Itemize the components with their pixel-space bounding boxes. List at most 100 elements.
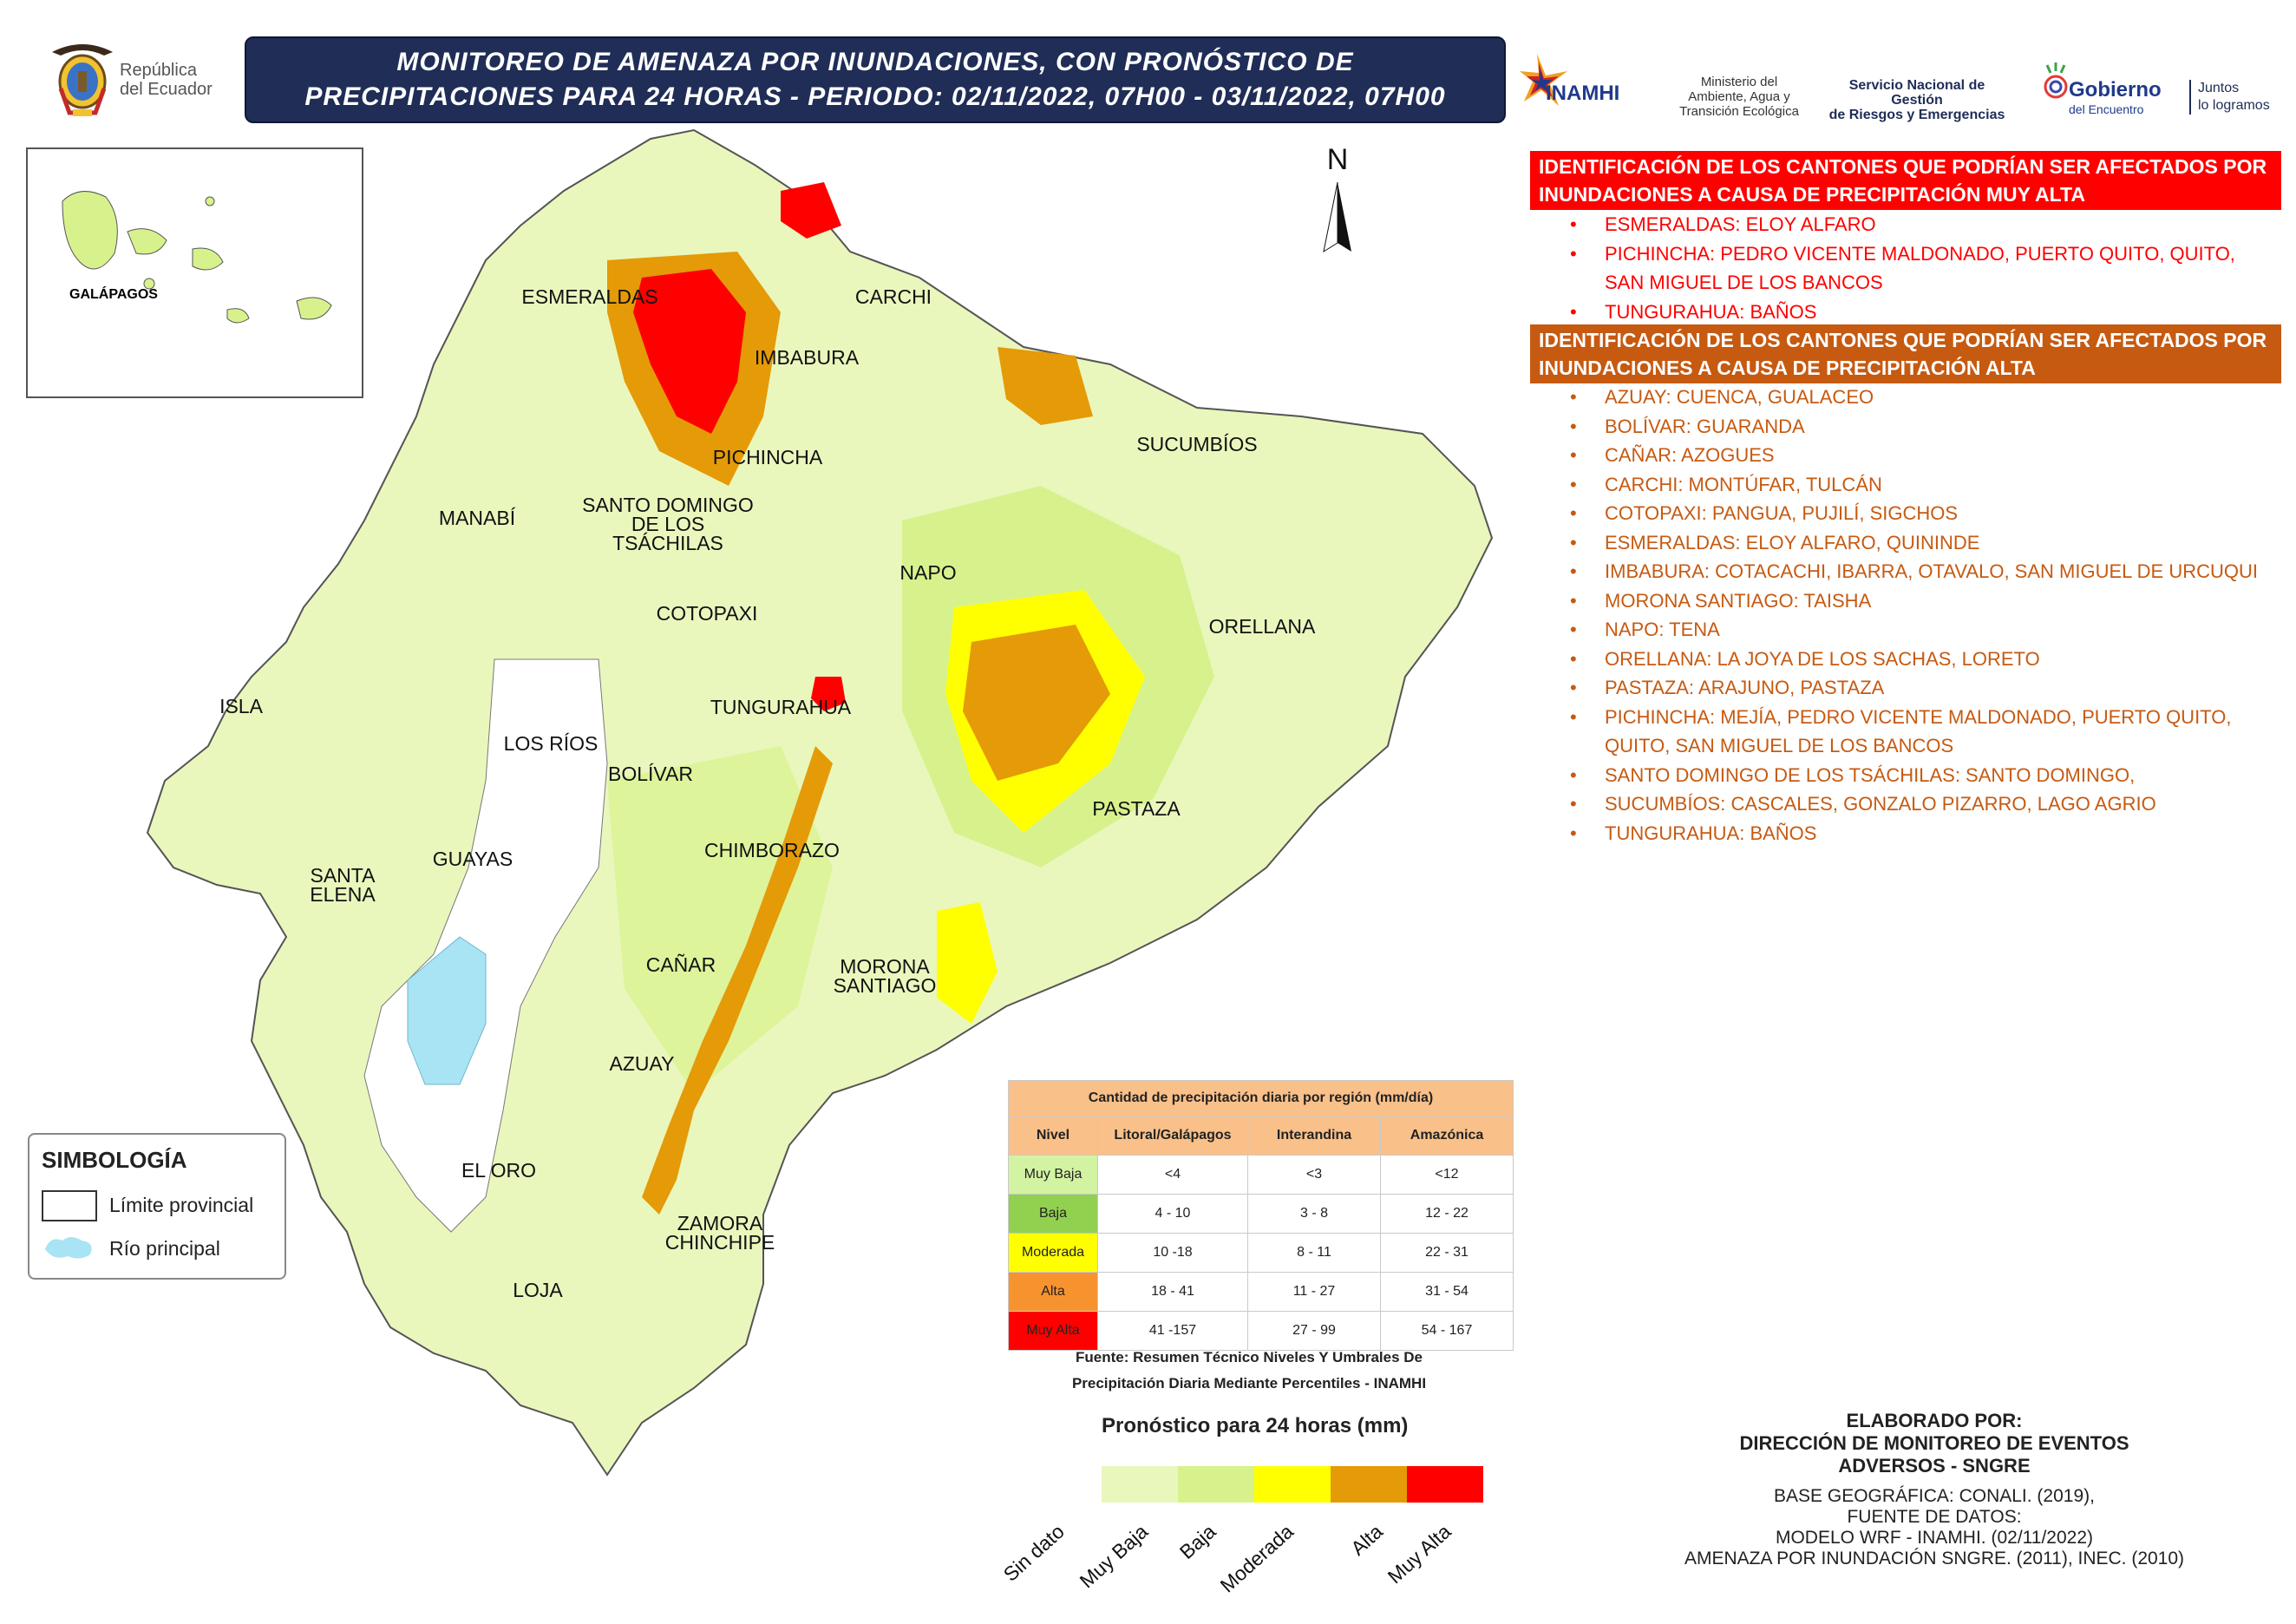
table-cell: 3 - 8 [1247,1194,1381,1234]
galapagos-inset: GALÁPAGOS [26,147,363,398]
province-label: MANABÍ [439,507,516,529]
legend-label: Moderada [1215,1520,1298,1597]
province-label: GUAYAS [433,848,513,870]
table-cell: 31 - 54 [1380,1272,1514,1312]
sngre-line2: de Riesgos y Emergencias [1828,108,2005,122]
baja-zone-2 [607,746,833,1093]
muy-alta-zone-tungurahua [811,677,846,711]
map-title-bar: MONITOREO DE AMENAZA POR INUNDACIONES, C… [245,36,1506,123]
province-label: MORONA [840,955,930,978]
province-label: NAPO [899,561,956,584]
ministerio-line2: Ambiente, Agua y [1688,89,1790,104]
north-label: N [1327,143,1349,176]
province-label: EL ORO [461,1159,536,1182]
list-item: ORELLANA: LA JOYA DE LOS SACHAS, LORETO [1570,645,2264,674]
list-item: CAÑAR: AZOGUES [1570,441,2264,470]
province-label: LOJA [513,1279,563,1301]
alta-zone-pastaza [963,625,1110,781]
legend-swatch-muy-alta [1407,1466,1483,1503]
legend-label: Sin dato [998,1520,1069,1586]
legend-swatch-alta [1331,1466,1407,1503]
list-item: NAPO: TENA [1570,615,2264,645]
republica-line1: República [120,61,197,80]
province-label: LOS RÍOS [504,732,599,755]
province-label: AZUAY [610,1052,675,1075]
data-sources: BASE GEOGRÁFICA: CONALI. (2019), FUENTE … [1613,1486,2255,1569]
province-label: IMBABURA [755,346,860,369]
list-item: PICHINCHA: MEJÍA, PEDRO VICENTE MALDONAD… [1570,703,2264,761]
level-cell: Moderada [1008,1233,1098,1273]
republica-line2: del Ecuador [120,80,213,99]
gobierno-logo-subtext: del Encuentro [2069,102,2144,116]
province-label: DE LOS [631,513,704,535]
gobierno-encuentro-logo-icon [2044,62,2068,99]
table-source: Fuente: Resumen Técnico Niveles Y Umbral… [998,1345,1501,1397]
legend-label: Baja [1174,1520,1220,1564]
muy-alta-zone-carchi [781,182,841,239]
ecuador-coat-of-arms-logo [52,44,113,116]
province-label: PASTAZA [1092,797,1181,820]
province-label: TUNGURAHUA [710,696,852,718]
table-title: Cantidad de precipitación diaria por reg… [1008,1080,1514,1116]
credit-head-line: DIRECCIÓN DE MONITOREO DE EVENTOS [1739,1432,2129,1454]
guayas-estuary [407,936,487,1085]
list-item: ESMERALDAS: ELOY ALFARO, QUININDE [1570,528,2264,558]
juntos-logo-text: Juntos lo logramos [2189,80,2270,115]
title-line1: MONITOREO DE AMENAZA POR INUNDACIONES, C… [396,48,1354,76]
credit-line: MODELO WRF - INAMHI. (02/11/2022) [1775,1528,2094,1548]
list-item: SANTO DOMINGO DE LOS TSÁCHILAS: SANTO DO… [1570,761,2264,790]
list-item: PASTAZA: ARAJUNO, PASTAZA [1570,673,2264,703]
province-label: SANTO DOMINGO [582,494,754,516]
sngre-logo-text: Servicio Nacional de Gestión de Riesgos … [1822,78,2012,122]
table-cell: 11 - 27 [1247,1272,1381,1312]
province-label: BOLÍVAR [608,763,693,785]
list-item: ESMERALDAS: ELOY ALFARO [1570,210,2264,239]
list-item: BOLÍVAR: GUARANDA [1570,412,2264,442]
table-cell: <12 [1380,1155,1514,1195]
gobierno-logo-text: Gobierno [2069,78,2162,102]
list-item: AZUAY: CUENCA, GUALACEO [1570,383,2264,412]
province-labels: ESMERALDAS CARCHI IMBABURA SUCUMBÍOS PICHINC… [219,285,1316,1301]
alta-zone-sucumbios [998,347,1093,425]
province-label: ELENA [310,883,376,906]
ministerio-ambiente-logo-text: Ministerio del Ambiente, Agua y Transici… [1670,75,1809,119]
col-header: Amazónica [1380,1116,1514,1156]
juntos-line1: Juntos [2198,81,2240,95]
credit-head-line: ADVERSOS - SNGRE [1838,1455,2031,1477]
province-label: SANTIAGO [834,974,937,997]
table-cell: 8 - 11 [1247,1233,1381,1273]
province-label: CARCHI [855,285,932,308]
title-line2: PRECIPITACIONES PARA 24 HORAS - PERIODO:… [304,82,1446,111]
simbologia-title: SIMBOLOGÍA [42,1147,187,1173]
col-header: Nivel [1008,1116,1098,1156]
table-cell: <4 [1097,1155,1248,1195]
sngre-line1: Servicio Nacional de Gestión [1848,78,1985,108]
muy-alta-header: IDENTIFICACIÓN DE LOS CANTONES QUE PODRÍ… [1530,151,2281,210]
credit-line: BASE GEOGRÁFICA: CONALI. (2019), [1774,1486,2095,1506]
ministerio-line3: Transición Ecológica [1679,104,1799,119]
list-item: SUCUMBÍOS: CASCALES, GONZALO PIZARRO, LA… [1570,789,2264,819]
table-row: Baja 4 - 10 3 - 8 12 - 22 [1008,1194,1514,1234]
province-label: CHINCHIPE [665,1231,775,1254]
north-arrow-icon: N [1323,143,1351,253]
alta-cantones-list: AZUAY: CUENCA, GUALACEO BOLÍVAR: GUARAND… [1570,383,2264,848]
juntos-line2: lo logramos [2198,98,2270,113]
legend-swatch-moderada [1254,1466,1331,1503]
muy-alta-cantones-list: ESMERALDAS: ELOY ALFARO PICHINCHA: PEDRO… [1570,210,2264,326]
legend-label: Muy Alta [1383,1520,1455,1588]
credit-line: FUENTE DE DATOS: [1847,1507,2022,1527]
source-line1: Fuente: Resumen Técnico Niveles Y Umbral… [1076,1349,1423,1365]
republica-del-ecuador-logo-text: República del Ecuador [120,61,213,99]
province-label: PICHINCHA [713,446,823,468]
province-label: TSÁCHILAS [612,532,723,554]
muy-alta-zone-esmeraldas [633,269,746,434]
province-label: ORELLANA [1209,615,1316,638]
limite-provincial-label: Límite provincial [109,1194,254,1216]
list-item: TUNGURAHUA: BAÑOS [1570,298,2264,327]
legend-swatch-muy-baja [1102,1466,1178,1503]
table-cell: 4 - 10 [1097,1194,1248,1234]
moderada-zone-morona [937,902,998,1024]
list-item: MORONA SANTIAGO: TAISHA [1570,586,2264,616]
credit-head-line: ELABORADO POR: [1846,1410,2023,1431]
inamhi-logo-text: INAMHI [1546,82,1620,105]
